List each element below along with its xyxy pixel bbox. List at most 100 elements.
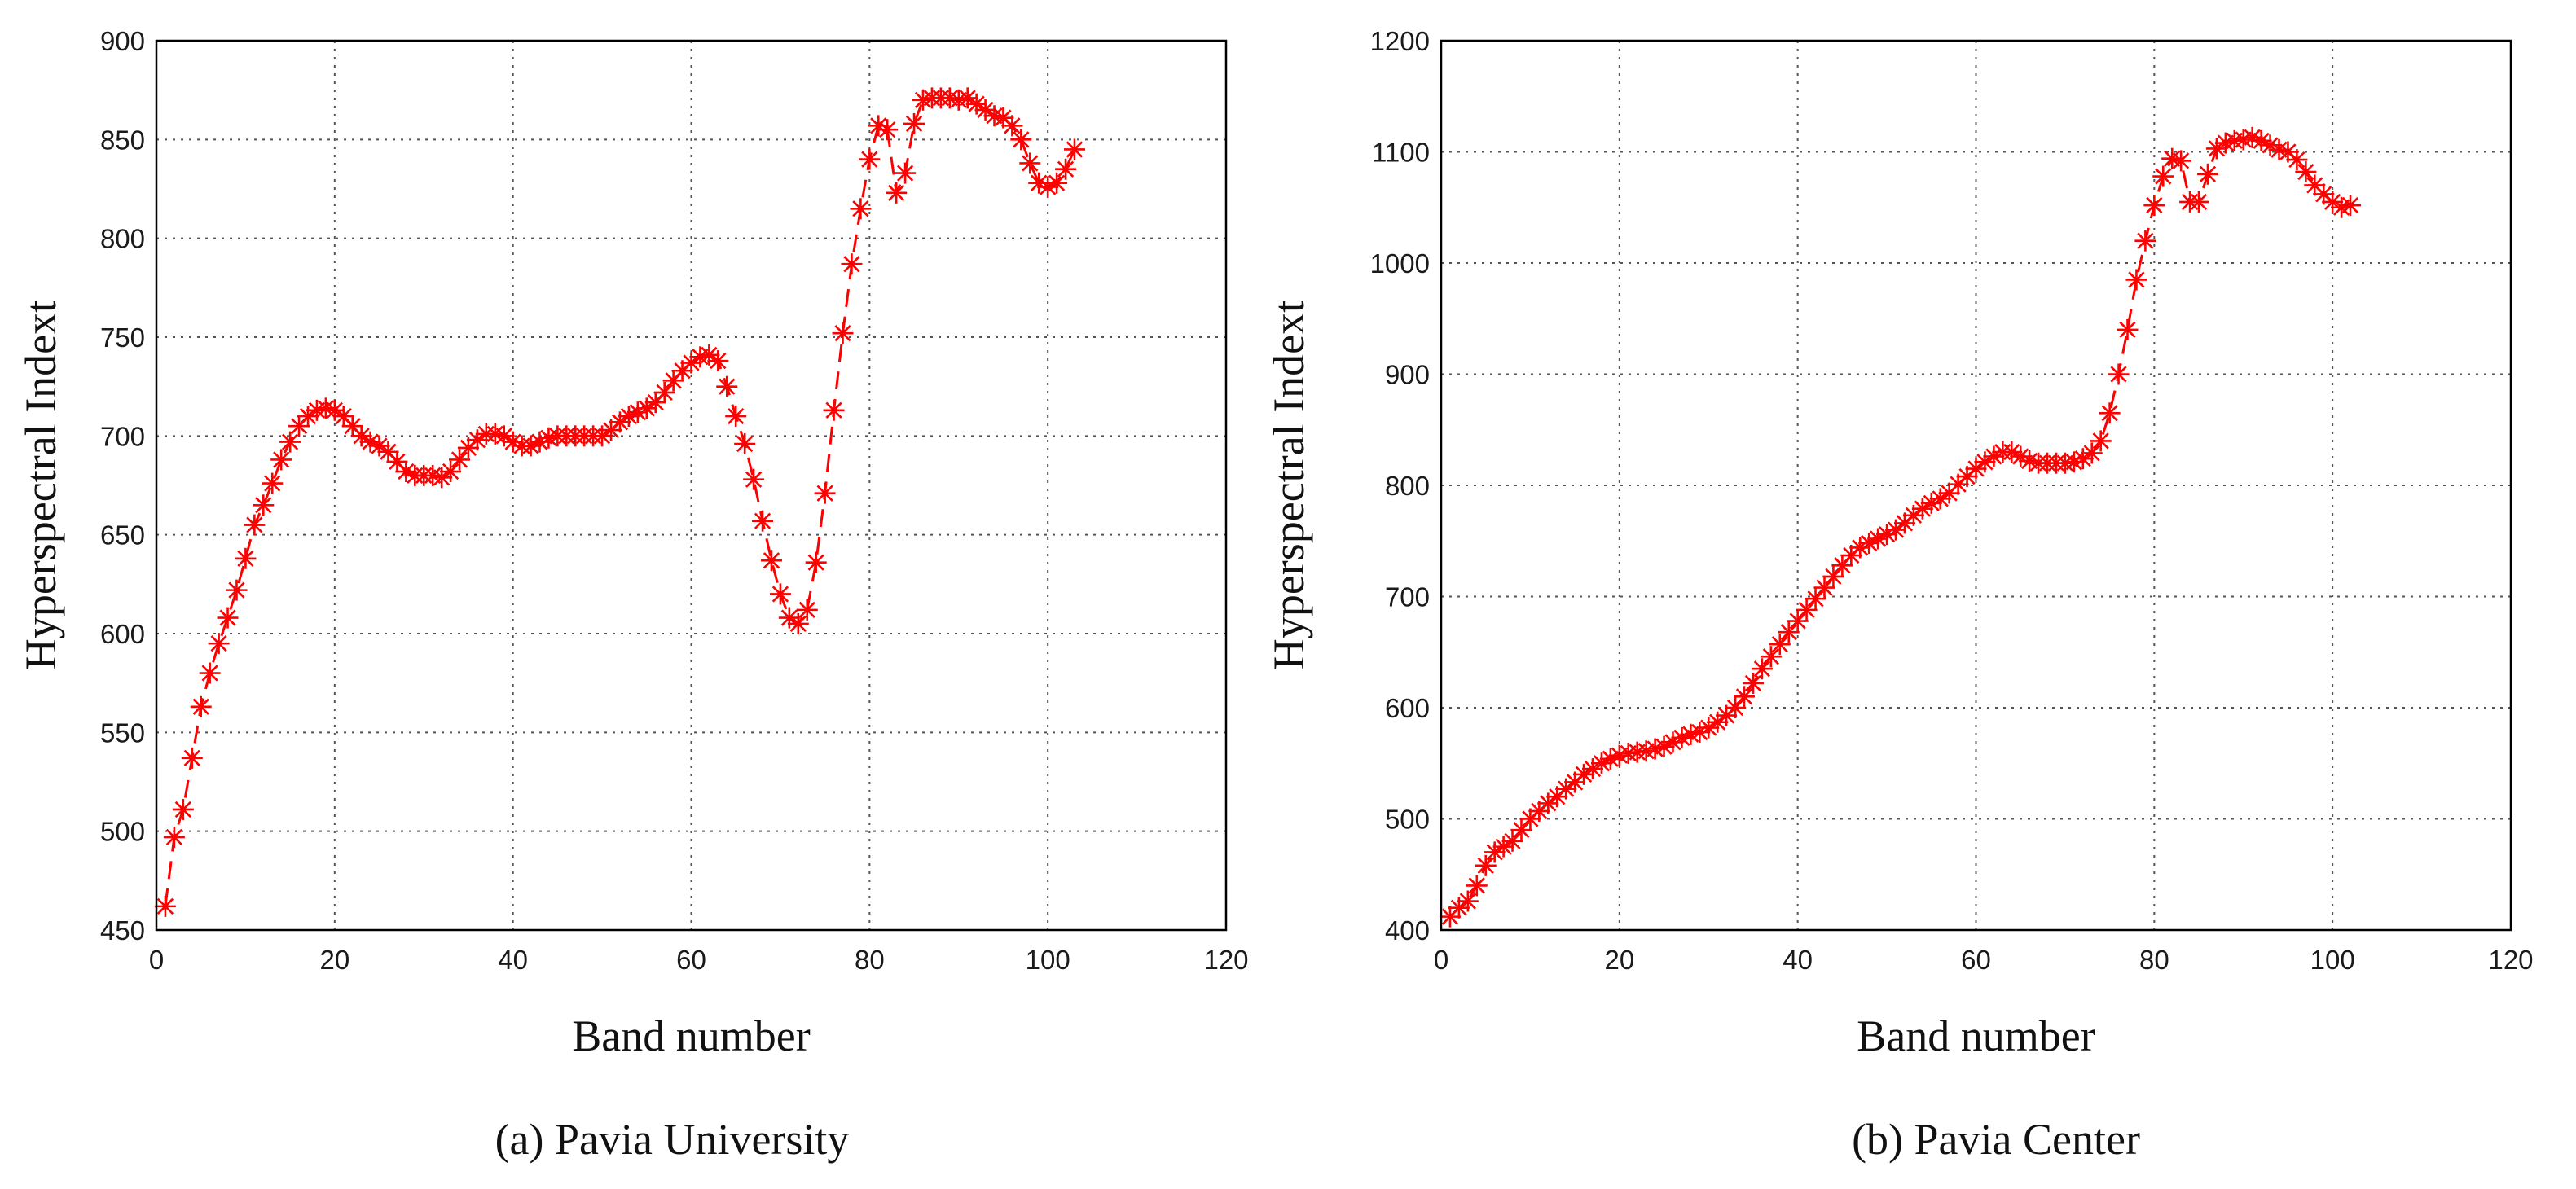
data-point: [431, 467, 453, 489]
data-point: [1510, 819, 1532, 841]
data-point: [2134, 230, 2156, 252]
data-point-layer: [154, 87, 1085, 917]
data-point: [350, 425, 372, 447]
data-point: [850, 198, 872, 220]
y-axis-label: Hyperspectral Indext: [1264, 301, 1313, 670]
data-point: [2090, 430, 2112, 452]
data-point: [2099, 402, 2121, 424]
data-point: [653, 381, 675, 403]
data-point: [734, 433, 756, 455]
data-point: [199, 662, 221, 684]
y-tick-labels: 450 500 550 600 650 700 750 800 850 900: [100, 26, 145, 945]
data-point: [1046, 172, 1068, 194]
data-point: [1742, 672, 1764, 694]
x-tick-label: 0: [149, 945, 164, 975]
x-tick-label: 80: [855, 945, 885, 975]
data-point: [1671, 726, 1693, 748]
data-point-layer: [1439, 126, 2362, 928]
y-tick-label: 600: [1385, 693, 1430, 723]
data-point: [359, 431, 381, 453]
panel-caption: (a) Pavia University: [495, 1115, 850, 1164]
y-tick-label: 800: [100, 224, 145, 254]
x-tick-label: 120: [1203, 945, 1248, 975]
data-point: [886, 182, 908, 204]
data-point: [1662, 731, 1684, 753]
y-tick-label: 550: [100, 717, 145, 748]
data-point: [1796, 599, 1818, 621]
data-point: [2108, 363, 2130, 385]
plot-frame: [1440, 39, 2512, 932]
x-tick-labels: 0 20 40 60 80 100 120: [149, 945, 1249, 975]
data-point: [270, 449, 292, 471]
data-point: [1063, 138, 1085, 160]
grid-lines: [1441, 41, 2511, 930]
data-point: [707, 350, 729, 372]
data-point: [1457, 890, 1479, 912]
data-point: [449, 449, 471, 471]
y-tick-label: 1100: [1372, 138, 1430, 168]
y-tick-label: 900: [100, 26, 145, 56]
data-point: [2340, 195, 2362, 217]
x-tick-label: 20: [319, 945, 349, 975]
data-point: [1805, 588, 1826, 610]
y-tick-label: 500: [1385, 805, 1430, 835]
data-point: [2286, 149, 2308, 171]
data-point: [493, 425, 515, 447]
data-point: [1822, 565, 1844, 587]
data-point: [440, 461, 462, 483]
data-point: [2117, 318, 2139, 340]
chart-panel-pavia-university: 0 20 40 60 80 100 120 450 500 550 600 650 700 750 800…: [16, 26, 1249, 1164]
x-axis-label: Band number: [572, 1011, 810, 1060]
data-point: [823, 399, 845, 421]
data-point: [716, 375, 738, 397]
data-point: [1001, 115, 1023, 137]
data-point: [154, 895, 176, 917]
y-tick-label: 500: [100, 817, 145, 847]
y-tick-label: 900: [1385, 360, 1430, 390]
y-tick-labels: 400 500 600 700 800 900 1000 1100 1200: [1370, 26, 1430, 945]
data-point: [208, 633, 230, 655]
data-point: [226, 579, 248, 601]
data-point: [814, 482, 836, 504]
data-point: [1501, 830, 1523, 852]
data-point: [743, 468, 765, 490]
data-point: [244, 514, 266, 536]
data-point: [1787, 610, 1809, 632]
y-tick-label: 600: [100, 619, 145, 649]
y-axis-label: Hyperspectral Indext: [16, 301, 65, 670]
data-point: [787, 612, 809, 634]
data-point: [769, 583, 791, 605]
x-tick-label: 100: [2310, 945, 2355, 975]
y-tick-label: 700: [100, 421, 145, 451]
data-point: [903, 112, 925, 134]
x-tick-label: 60: [1961, 945, 1991, 975]
data-point: [1760, 646, 1782, 668]
data-point: [323, 399, 345, 421]
data-point: [2196, 163, 2218, 185]
data-point: [2152, 165, 2174, 187]
x-tick-label: 100: [1026, 945, 1070, 975]
data-point: [725, 406, 747, 428]
data-point: [1475, 854, 1497, 876]
x-axis-label: Band number: [1857, 1011, 2095, 1060]
data-point: [1734, 686, 1756, 708]
data-point: [895, 162, 917, 184]
data-point: [1751, 658, 1773, 680]
y-tick-label: 450: [100, 915, 145, 945]
data-point: [2081, 442, 2103, 464]
data-point: [2170, 150, 2192, 172]
data-point: [600, 419, 622, 441]
data-point: [190, 695, 212, 717]
data-point: [1778, 621, 1800, 643]
data-point: [1573, 763, 1595, 785]
data-point: [217, 607, 239, 629]
data-point: [877, 119, 899, 141]
data-point: [1537, 792, 1559, 814]
data-point: [1037, 176, 1059, 198]
data-point: [262, 472, 284, 494]
y-tick-label: 650: [100, 520, 145, 551]
data-point: [1725, 697, 1747, 718]
data-point: [1769, 634, 1791, 656]
x-tick-label: 60: [676, 945, 706, 975]
